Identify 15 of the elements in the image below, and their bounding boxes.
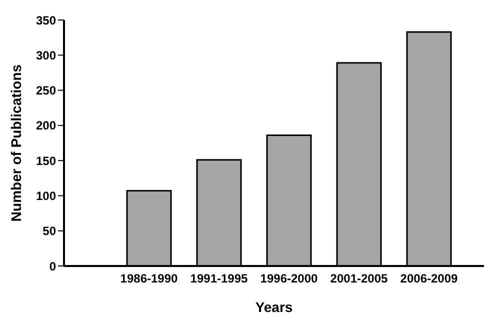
x-tick-label: 2006-2009 [400, 272, 458, 286]
y-tick-label: 300 [36, 48, 56, 62]
y-tick-label: 200 [36, 118, 56, 133]
y-axis-title: Number of Publications [8, 64, 24, 222]
x-axis-title: Years [255, 299, 293, 315]
y-tick-label: 250 [36, 84, 56, 98]
x-tick-label: 1986-1990 [120, 272, 178, 286]
x-tick-label: 2001-2005 [330, 272, 388, 286]
y-tick-label: 350 [36, 13, 56, 28]
y-tick-label: 100 [36, 188, 56, 203]
x-tick-label: 1996-2000 [260, 272, 318, 286]
y-tick-label: 0 [49, 259, 56, 274]
y-tick-label: 50 [42, 224, 56, 238]
y-tick-label: 150 [36, 154, 56, 168]
x-tick-label: 1991-1995 [190, 272, 248, 286]
